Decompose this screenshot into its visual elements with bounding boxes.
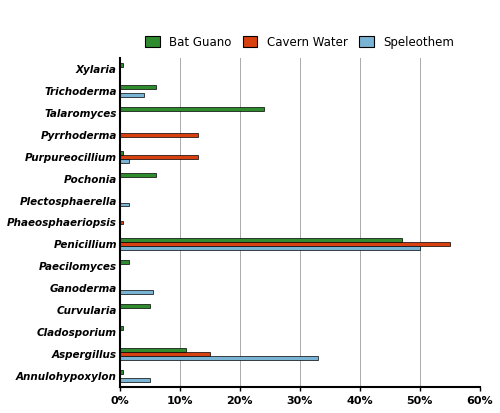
Bar bbox=[120, 155, 198, 159]
Bar bbox=[120, 238, 402, 242]
Bar bbox=[120, 326, 122, 330]
Bar bbox=[120, 352, 210, 356]
Bar bbox=[120, 261, 128, 264]
Bar bbox=[120, 159, 128, 163]
Bar bbox=[120, 63, 122, 67]
Bar bbox=[120, 242, 450, 247]
Bar bbox=[120, 151, 122, 155]
Bar bbox=[120, 304, 150, 308]
Bar bbox=[120, 247, 420, 250]
Bar bbox=[120, 290, 152, 294]
Bar bbox=[120, 348, 186, 352]
Bar bbox=[120, 133, 198, 137]
Bar bbox=[120, 356, 318, 360]
Bar bbox=[120, 378, 150, 382]
Bar bbox=[120, 370, 122, 374]
Legend: Bat Guano, Cavern Water, Speleothem: Bat Guano, Cavern Water, Speleothem bbox=[146, 36, 454, 49]
Bar bbox=[120, 202, 128, 206]
Bar bbox=[120, 221, 122, 224]
Bar bbox=[120, 85, 156, 89]
Bar bbox=[120, 93, 144, 97]
Bar bbox=[120, 107, 264, 111]
Bar bbox=[120, 173, 156, 177]
